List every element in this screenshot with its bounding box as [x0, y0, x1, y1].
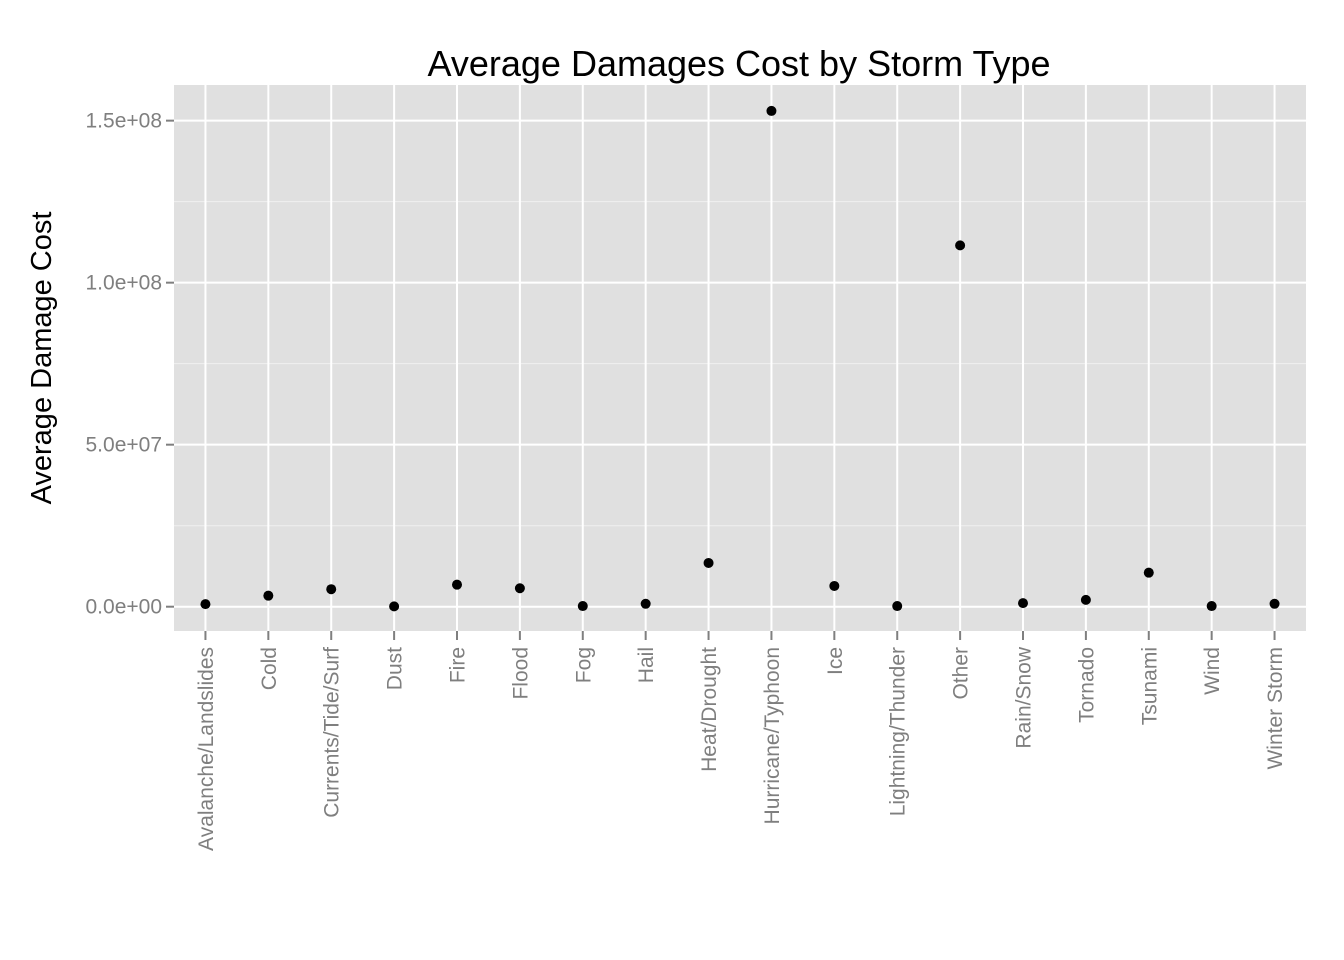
y-axis: 0.0e+00 5.0e+07 1.0e+08 1.5e+08: [86, 110, 174, 619]
x-tick-label: Heat/Drought: [698, 647, 721, 772]
data-point: [703, 557, 714, 568]
plot-panel: [174, 85, 1306, 631]
data-point: [263, 590, 274, 601]
data-point: [389, 601, 400, 612]
x-tick-label: Fog: [572, 647, 595, 683]
x-tick-label: Ice: [824, 647, 847, 675]
x-tick-label: Other: [950, 647, 973, 700]
y-axis-label: Average Damage Cost: [26, 212, 58, 505]
data-point: [955, 240, 966, 251]
data-point: [452, 579, 462, 590]
minor-gridlines: [174, 201, 1306, 527]
x-tick-label: Currents/Tide/Surf: [321, 647, 344, 818]
data-point: [514, 583, 525, 594]
y-tick-label: 0.0e+00: [86, 596, 163, 619]
x-tick-label: Hurricane/Typhoon: [761, 647, 784, 824]
data-point: [1018, 598, 1028, 609]
data-point: [1269, 598, 1280, 609]
data-point: [640, 598, 651, 609]
x-tick-label: Hail: [635, 647, 658, 683]
data-points: [200, 105, 1280, 612]
x-tick-label: Rain/Snow: [1013, 646, 1036, 748]
x-tick-label: Tsunami: [1138, 647, 1161, 725]
data-point: [1206, 601, 1217, 612]
data-point: [577, 601, 588, 612]
data-point: [892, 601, 903, 612]
x-tick-label: Flood: [509, 647, 532, 700]
y-tick-label: 1.0e+08: [86, 272, 163, 295]
data-point: [766, 105, 777, 116]
data-point: [1080, 594, 1091, 605]
x-tick-label: Dust: [384, 647, 407, 690]
data-point: [326, 584, 337, 595]
y-tick-label: 1.5e+08: [86, 110, 163, 133]
x-tick-label: Cold: [258, 647, 281, 690]
chart-title: Average Damages Cost by Storm Type: [428, 43, 1051, 84]
x-tick-label: Tornado: [1075, 647, 1098, 723]
x-tick-label: Lightning/Thunder: [887, 647, 910, 816]
data-point: [829, 580, 840, 591]
x-tick-label: Avalanche/Landslides: [195, 647, 218, 851]
x-axis: Avalanche/Landslides Cold Currents/Tide/Su…: [195, 631, 1287, 851]
major-gridlines: [174, 85, 1306, 631]
x-tick-label: Fire: [447, 647, 470, 683]
x-tick-label: Wind: [1201, 647, 1224, 695]
x-tick-label: Winter Storm: [1264, 647, 1287, 770]
y-tick-label: 5.0e+07: [86, 434, 163, 457]
data-point: [200, 599, 211, 610]
data-point: [1143, 567, 1154, 578]
